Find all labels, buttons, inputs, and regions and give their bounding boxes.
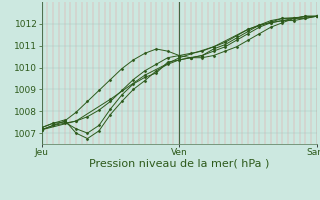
X-axis label: Pression niveau de la mer( hPa ): Pression niveau de la mer( hPa ) bbox=[89, 159, 269, 169]
